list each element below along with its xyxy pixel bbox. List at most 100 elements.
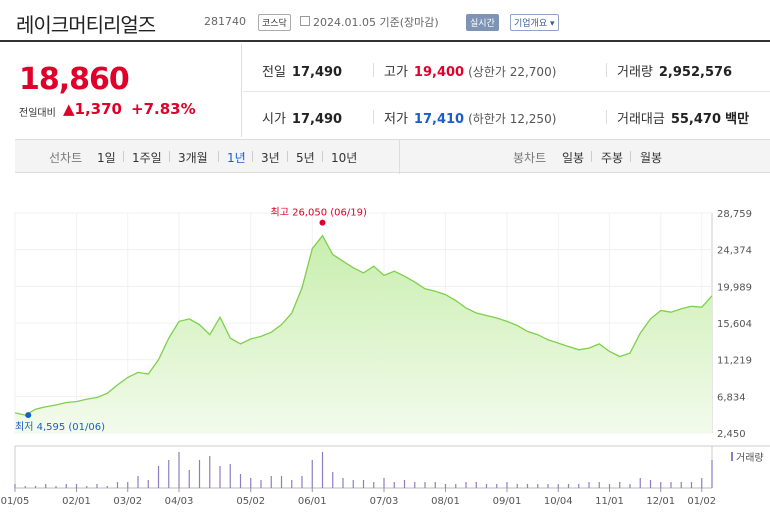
volume-bar <box>352 480 354 488</box>
volume-bar <box>557 484 559 488</box>
volume-bar <box>465 482 467 488</box>
price-summary: 18,860 전일대비 ▲1,370 +7.83% <box>15 44 242 137</box>
volume-bar <box>280 476 283 488</box>
volume-bar <box>291 480 293 488</box>
volume-bar <box>209 456 211 488</box>
volume-bar <box>127 482 129 488</box>
volume-bar <box>65 484 67 488</box>
y-tick-label: 2,450 <box>717 429 746 440</box>
x-tick-label: 12/01 <box>646 496 675 507</box>
volume-bar <box>75 484 78 488</box>
volume-bar <box>14 484 16 488</box>
volume-bar <box>660 482 662 488</box>
price-chart: 28,759 24,374 19,989 15,604 11,219 6,834 2,450… <box>1 207 770 507</box>
volume-bar <box>649 480 652 488</box>
volume-bar <box>608 484 611 488</box>
tab-daily[interactable]: 일봉 <box>562 151 585 165</box>
volume-bar <box>516 484 518 488</box>
volume-bar <box>701 478 703 488</box>
volume-bar <box>455 484 457 488</box>
company-overview-button[interactable]: 기업개요 ▾ <box>510 14 559 31</box>
volume-bar <box>106 486 108 488</box>
stock-name: 레이크머티리얼즈 <box>16 13 156 37</box>
volume-bar <box>629 484 631 488</box>
volume-bar <box>55 486 57 488</box>
volume-bar <box>250 478 252 488</box>
volume-bar <box>373 482 375 488</box>
max-label: 최고 26,050 (06/19) <box>271 207 367 219</box>
volume-bar <box>598 482 600 488</box>
change-amount: ▲1,370 <box>63 100 122 118</box>
volume-bar <box>239 474 242 488</box>
volume-bar <box>537 484 539 488</box>
volume-bar <box>485 484 488 488</box>
x-tick-label: 02/01 <box>62 496 91 507</box>
volume-info: 거래량 2,952,576 <box>617 65 733 80</box>
tab-monthly[interactable]: 월봉 <box>640 151 663 165</box>
volume-bar <box>567 484 570 488</box>
tab-10year[interactable]: 10년 <box>331 151 358 165</box>
volume-bar <box>45 484 47 488</box>
volume-bar <box>475 482 477 488</box>
x-tick-label: 07/03 <box>370 496 399 507</box>
current-price: 18,860 <box>19 62 130 97</box>
x-tick-label: 05/02 <box>236 496 265 507</box>
tab-3year[interactable]: 3년 <box>261 151 280 165</box>
volume-bar <box>362 480 365 488</box>
y-tick-label: 11,219 <box>717 356 752 367</box>
tab-3month[interactable]: 3개월 <box>178 151 208 165</box>
tab-weekly[interactable]: 주봉 <box>601 151 624 165</box>
market-badge: 코스닥 <box>258 14 291 31</box>
min-marker <box>25 412 32 419</box>
volume-bar <box>301 476 303 488</box>
volume-bar <box>137 476 139 488</box>
volume-bar <box>311 460 313 488</box>
tab-1week[interactable]: 1주일 <box>132 151 162 165</box>
tab-5year[interactable]: 5년 <box>296 151 315 165</box>
volume-bar <box>157 466 160 488</box>
tab-1day[interactable]: 1일 <box>97 151 116 165</box>
volume-bar <box>86 486 88 488</box>
volume-bar <box>403 480 406 488</box>
y-tick-label: 24,374 <box>717 246 752 257</box>
y-tick-label: 28,759 <box>717 209 752 220</box>
volume-bar <box>588 482 590 488</box>
x-tick-label: 04/03 <box>165 496 194 507</box>
x-tick-label: 09/01 <box>493 496 522 507</box>
x-tick-label: 11/01 <box>595 496 624 507</box>
volume-bar <box>414 482 416 488</box>
candle-chart-label: 봉차트 <box>513 151 547 165</box>
calendar-icon <box>300 16 310 26</box>
max-marker <box>319 219 326 226</box>
volume-legend-label: 거래량 <box>736 452 764 464</box>
volume-bar <box>424 482 426 488</box>
prev-close: 전일 17,490 <box>262 65 343 80</box>
line-chart-label: 선차트 <box>49 151 83 165</box>
volume-bar <box>619 482 621 488</box>
volume-bar <box>711 460 713 488</box>
volume-bar <box>690 482 693 488</box>
change-percent: +7.83% <box>131 100 196 118</box>
volume-bar <box>168 460 170 488</box>
volume-bar <box>147 480 149 488</box>
volume-bar <box>342 478 344 488</box>
volume-bar <box>526 484 529 488</box>
low-price: 저가 17,410 (하한가 12,250) <box>384 112 557 127</box>
realtime-button[interactable]: 실시간 <box>466 14 499 31</box>
volume-bar <box>393 482 395 488</box>
volume-bar <box>116 482 119 488</box>
volume-bar <box>434 482 436 488</box>
x-tick-label: 01/05 <box>1 496 30 507</box>
y-tick-label: 19,989 <box>717 282 752 293</box>
volume-bar <box>670 482 672 488</box>
tab-1year[interactable]: 1년 <box>227 151 246 165</box>
x-tick-label: 06/01 <box>298 496 327 507</box>
y-tick-label: 6,834 <box>717 392 746 403</box>
price-line <box>14 234 713 416</box>
volume-bar <box>270 476 272 488</box>
volume-bar <box>496 484 498 488</box>
volume-bar <box>34 486 37 488</box>
volume-bar <box>578 484 580 488</box>
volume-bar <box>332 472 334 488</box>
y-tick-label: 15,604 <box>717 319 752 330</box>
